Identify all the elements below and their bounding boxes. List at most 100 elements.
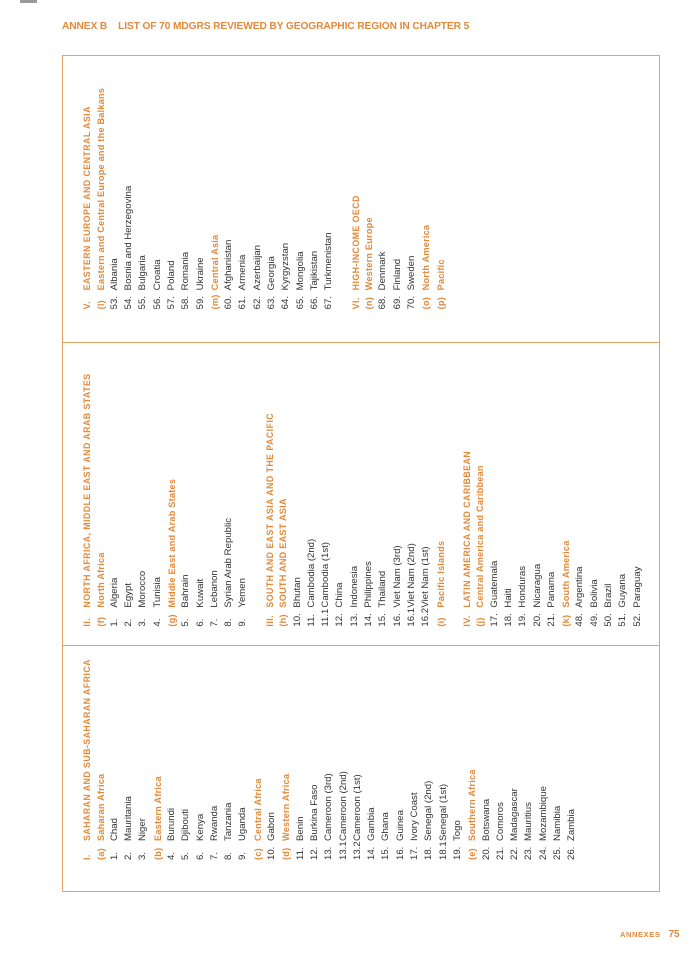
entry-label: Cambodia (1st) [320,541,332,608]
entry-label: Guinea [394,810,406,841]
entry-number: (e) [467,848,478,860]
table-column-1: I. SAHARAN AND SUB-SAHARAN AFRICA (a) Sahar… [63,646,659,891]
entry-label: Djibouti [180,809,192,841]
entry-number: 59. [194,295,206,310]
entry-number: 16. [394,846,406,860]
entry-label: Haiti [502,588,514,608]
entry-number: 11.1 [320,608,332,627]
entry-number: (h) [278,614,289,627]
entry-label: Madagascar [509,788,521,841]
entry-number: 6. [194,851,206,860]
entry-number: 67. [323,295,335,310]
entry-label: Indonesia [348,565,360,608]
entry-label: SOUTH AND EAST ASIA [278,498,289,608]
country-list-item: 59. Ukraine [194,56,208,309]
country-list-item: 20. Botswana [480,646,494,860]
entry-number: 26. [566,846,578,860]
entry-label: Namibia [552,805,563,841]
subregion-heading: (l) Eastern and Central Europe and the Ba… [94,56,108,309]
entry-label: Sweden [405,255,417,291]
entry-number: 2. [123,618,135,627]
subregion-heading: (f) North Africa [94,343,108,626]
entry-label: Georgia [266,256,278,291]
country-list-item: 53. Albania [108,56,122,309]
entry-label: Ukraine [194,257,206,291]
entry-label: Yemen [237,578,249,608]
entry-label: Armenia [237,254,249,291]
country-list-item: 11. Benin [294,646,308,860]
country-list-item: 52. Paraguay [631,343,645,627]
entry-label: Kuwait [194,578,206,608]
entry-label: Egypt [123,583,135,608]
subregion-heading: (b) Eastern Africa [151,646,165,860]
entry-label: Central Asia [209,234,220,291]
row-spacer [448,343,462,626]
country-list-item: 13. Indonesia [348,343,362,627]
country-list-item: 13.2 Cameroon (1st) [351,646,365,860]
subregion-heading: (p) Pacific [434,56,448,309]
entry-number: 1. [108,618,120,627]
country-list-item: 23. Mauritius [522,646,536,860]
entry-label: Guyana [617,573,629,608]
entry-label: Benin [294,816,306,841]
entry-label: Rwanda [208,805,220,841]
entry-number: 62. [251,295,263,310]
region-heading: I. SAHARAN AND SUB-SAHARAN AFRICA [82,646,94,860]
entry-number: 18. [502,613,514,627]
entry-label: Mauritania [123,796,135,841]
country-list-item: 10. Bhutan [291,343,305,626]
country-list-item: 11.1 Cambodia (1st) [319,343,333,627]
country-list-item: 8. Syrian Arab Republic [222,343,236,627]
entry-label: Croatia [151,259,163,291]
country-list-item: 13. Cameroon (3rd) [322,646,336,860]
entry-label: LATIN AMERICA AND CARIBBEAN [461,450,472,608]
entry-number: 9. [237,618,249,627]
entry-label: Burundi [165,807,177,841]
entry-label: Cameroon (1st) [351,774,363,841]
country-list-item: 58. Romania [179,56,193,309]
country-list-item: 18. Haiti [502,343,516,626]
country-list-item: 13.1 Cameroon (2nd) [337,646,351,860]
entry-label: North Africa [95,552,106,608]
entry-label: Senegal (2nd) [423,780,435,841]
country-list-item: 50. Brazil [602,343,616,627]
entry-label: Viet Nam (2nd) [405,543,417,608]
entry-number: 12. [308,846,320,860]
entry-number: 5. [180,851,192,860]
country-list-item: 24. Mozambique [537,646,551,860]
entry-label: Eastern and Central Europe and the Balka… [95,87,106,291]
country-list-item: 16.2 Viet Nam (1st) [419,343,433,626]
entry-number: 11. [294,847,306,860]
entry-number: 16.1 [405,607,417,627]
entry-label: China [334,582,346,608]
entry-label: Viet Nam (3rd) [391,545,403,608]
entry-number: 18.1 [437,841,449,860]
country-list-item: 16.1 Viet Nam (2nd) [405,343,419,626]
entry-label: Finland [391,258,403,291]
entry-number: 2. [123,851,135,860]
entry-number: 7. [208,618,220,627]
country-list-item: 7. Lebanon [208,343,222,626]
entry-number: 15. [377,613,389,627]
entry-label: Pacific Islands [435,540,446,608]
entry-label: Mongolia [294,251,306,291]
country-list-item: 67. Turkmenistan [322,56,336,310]
entry-number: 57. [165,295,177,310]
page-footer: ANNEXES 75 [620,929,680,940]
country-list-item: 9. Yemen [236,343,250,627]
row-spacer [251,343,265,626]
entry-label: Guatemala [488,560,500,608]
country-list-item: 17. Ivory Coast [408,646,422,860]
country-list-item: 62. Azerbaijan [251,56,265,309]
entry-number: 8. [223,851,235,860]
region-heading: V. EASTERN EUROPE AND CENTRAL ASIA [82,56,94,309]
entry-label: Cameroon (2nd) [337,771,349,841]
entry-label: Senegal (1st) [437,783,449,841]
country-list-item: 16. Guinea [394,646,408,860]
entry-label: Burkina Faso [308,784,320,841]
country-list-item: 21. Panama [545,343,559,627]
country-list-item: 21. Comoros [494,646,508,860]
entry-label: Middle East and Arab States [166,478,177,608]
country-list-item: 64. Kyrgyzstan [279,56,293,309]
country-list-item: 12. China [333,343,347,627]
